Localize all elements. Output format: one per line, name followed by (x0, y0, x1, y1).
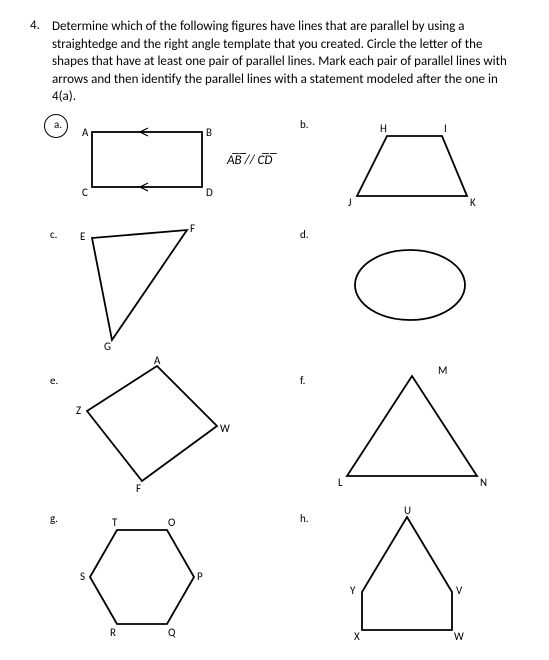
label-V: V (456, 584, 463, 597)
figure-letter: e. (50, 374, 58, 387)
figure-letter: g. (50, 512, 58, 525)
label-F: F (136, 482, 141, 495)
figures-grid: a. A B C D A̅B̅ // C̅D̅ b. H I J K c. (42, 114, 519, 642)
figure-f: f. M L N (292, 356, 532, 496)
shape-f-svg: f. M L N (292, 356, 532, 496)
figure-h: h. U Y V X W (292, 502, 532, 642)
label-P: P (197, 570, 203, 583)
triangle-efg (92, 230, 187, 340)
circle-marker-a (44, 114, 68, 138)
label-Q: Q (168, 626, 176, 639)
shape-h-svg: h. U Y V X W (292, 502, 532, 642)
label-R: R (110, 626, 116, 639)
label-B: B (206, 126, 212, 139)
label-F: F (190, 222, 195, 235)
figure-c: c. E F G (42, 220, 282, 350)
label-X: X (354, 630, 360, 642)
label-W: W (454, 630, 464, 642)
label-S: S (80, 570, 85, 583)
label-Z: Z (76, 404, 81, 417)
label-G: G (104, 340, 111, 350)
label-A: A (154, 356, 161, 367)
figure-letter: f. (300, 374, 306, 387)
figure-g: g. T O S P R Q (42, 502, 282, 642)
shape-e-svg: e. A Z W F (42, 356, 282, 496)
label-H: H (380, 122, 387, 135)
triangle-mln (347, 376, 477, 476)
question-block: 4. Determine which of the following figu… (30, 18, 519, 106)
label-T: T (112, 516, 118, 529)
label-W: W (220, 422, 230, 435)
label-M: M (438, 364, 447, 377)
label-I: I (444, 122, 447, 135)
shape-g-svg: g. T O S P R Q (42, 502, 282, 642)
shape-c-svg: c. E F G (42, 220, 282, 350)
figure-letter: b. (300, 118, 309, 131)
label-J: J (348, 196, 352, 209)
label-E: E (80, 230, 85, 243)
trapezoid-hijk (357, 136, 467, 196)
label-D: D (206, 186, 213, 199)
figure-letter: c. (50, 228, 58, 241)
figure-a: a. A B C D A̅B̅ // C̅D̅ (42, 114, 282, 214)
shape-d-svg: d. (292, 220, 532, 350)
figure-e: e. A Z W F (42, 356, 282, 496)
square-azwf (87, 366, 217, 481)
label-N: N (480, 476, 487, 489)
label-U: U (404, 504, 411, 517)
pentagon (362, 517, 452, 630)
figure-letter: d. (300, 228, 309, 241)
label-Y: Y (350, 584, 356, 597)
rect-abcd (92, 132, 202, 187)
figure-b: b. H I J K (292, 114, 532, 214)
question-number: 4. (30, 18, 52, 33)
shape-b-svg: b. H I J K (292, 114, 532, 214)
ellipse-d (355, 250, 465, 320)
parallel-statement: A̅B̅ // C̅D̅ (226, 153, 277, 168)
label-L: L (338, 476, 343, 489)
figure-d: d. (292, 220, 532, 350)
shape-a-svg: a. A B C D A̅B̅ // C̅D̅ (42, 114, 282, 214)
label-O: O (168, 516, 175, 529)
question-text: Determine which of the following figures… (52, 18, 519, 106)
figure-letter: h. (300, 512, 309, 525)
label-A: A (82, 126, 89, 139)
label-K: K (470, 196, 476, 209)
hexagon (90, 530, 194, 624)
label-C: C (82, 186, 88, 199)
